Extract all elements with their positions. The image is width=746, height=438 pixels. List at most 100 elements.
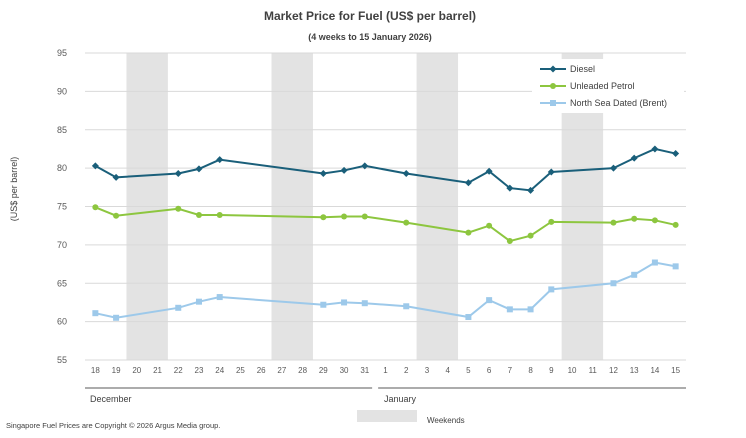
point-diesel-30 xyxy=(340,166,348,174)
point-diesel-24 xyxy=(216,156,224,164)
point-north-sea-dated-brent-6 xyxy=(486,297,493,304)
point-diesel-23 xyxy=(195,165,203,173)
point-north-sea-dated-brent-15 xyxy=(672,263,679,270)
point-diesel-22 xyxy=(174,169,182,177)
x-tick-label-8: 8 xyxy=(528,366,533,375)
point-unleaded-petrol-2 xyxy=(403,219,410,226)
x-tick-label-30: 30 xyxy=(340,366,349,375)
series-line-diesel xyxy=(94,147,676,192)
point-diesel-5 xyxy=(464,179,472,187)
chart-title: Market Price for Fuel (US$ per barrel) xyxy=(264,9,476,23)
point-unleaded-petrol-18 xyxy=(92,204,99,211)
point-diesel-15 xyxy=(672,150,680,158)
series-line-unleaded-petrol xyxy=(94,206,676,243)
x-tick-label-4: 4 xyxy=(445,366,450,375)
y-tick-label-65: 65 xyxy=(57,278,67,288)
series-lines xyxy=(91,145,680,321)
point-diesel-6 xyxy=(485,167,493,175)
point-north-sea-dated-brent-8 xyxy=(527,306,534,313)
point-diesel-9 xyxy=(547,168,555,176)
y-tick-label-55: 55 xyxy=(57,355,67,365)
point-north-sea-dated-brent-30 xyxy=(341,299,348,306)
chart-subtitle: (4 weeks to 15 January 2026) xyxy=(308,32,432,42)
x-tick-label-19: 19 xyxy=(112,366,121,375)
point-north-sea-dated-brent-14 xyxy=(651,259,658,266)
y-tick-label-80: 80 xyxy=(57,163,67,173)
y-tick-label-70: 70 xyxy=(57,240,67,250)
x-tick-label-9: 9 xyxy=(549,366,554,375)
x-tick-label-24: 24 xyxy=(215,366,224,375)
x-tick-label-28: 28 xyxy=(298,366,307,375)
point-unleaded-petrol-30 xyxy=(341,213,348,220)
x-tick-label-3: 3 xyxy=(425,366,430,375)
legend-marker-unleaded-petrol xyxy=(550,83,556,89)
point-unleaded-petrol-19 xyxy=(113,212,120,219)
point-diesel-29 xyxy=(319,169,327,177)
point-unleaded-petrol-13 xyxy=(631,215,638,222)
point-north-sea-dated-brent-2 xyxy=(403,303,410,310)
weekend-legend-swatch xyxy=(357,410,417,422)
point-diesel-8 xyxy=(527,186,535,194)
legend: Diesel Unleaded Petrol North Sea Dated (Br… xyxy=(532,60,684,112)
x-tick-label-29: 29 xyxy=(319,366,328,375)
point-diesel-18 xyxy=(91,162,99,170)
y-tick-label-95: 95 xyxy=(57,48,67,58)
y-axis-ticks: 55 60 65 70 75 80 85 90 95 xyxy=(57,48,67,365)
point-unleaded-petrol-14 xyxy=(651,217,658,224)
x-tick-label-27: 27 xyxy=(277,366,286,375)
point-north-sea-dated-brent-29 xyxy=(320,301,327,308)
point-unleaded-petrol-24 xyxy=(216,211,223,218)
point-unleaded-petrol-23 xyxy=(195,211,202,218)
y-tick-label-90: 90 xyxy=(57,86,67,96)
y-axis-label: (US$ per barrel) xyxy=(9,157,19,222)
point-north-sea-dated-brent-24 xyxy=(216,294,223,301)
x-axis-ticks: 18 19 20 21 22 23 24 25 26 27 28 29 30 31 1 2 3 4 5 6 7 8 9 10 1… xyxy=(85,366,686,389)
point-diesel-7 xyxy=(506,184,514,192)
copyright-footer: Singapore Fuel Prices are Copyright © 20… xyxy=(6,421,220,430)
legend-marker-north-sea-dated-brent xyxy=(550,100,556,106)
x-tick-label-21: 21 xyxy=(153,366,162,375)
point-unleaded-petrol-12 xyxy=(610,219,617,226)
point-north-sea-dated-brent-5 xyxy=(465,314,472,321)
point-north-sea-dated-brent-23 xyxy=(195,298,202,305)
point-unleaded-petrol-5 xyxy=(465,229,472,236)
point-north-sea-dated-brent-31 xyxy=(361,300,368,307)
point-north-sea-dated-brent-12 xyxy=(610,280,617,287)
point-diesel-31 xyxy=(361,162,369,170)
point-north-sea-dated-brent-13 xyxy=(631,271,638,278)
x-tick-label-14: 14 xyxy=(650,366,659,375)
point-unleaded-petrol-22 xyxy=(175,205,182,212)
x-tick-label-10: 10 xyxy=(568,366,577,375)
point-unleaded-petrol-15 xyxy=(672,221,679,228)
point-unleaded-petrol-6 xyxy=(486,222,493,229)
x-tick-label-31: 31 xyxy=(360,366,369,375)
point-unleaded-petrol-7 xyxy=(506,238,513,245)
point-north-sea-dated-brent-19 xyxy=(113,314,120,321)
legend-label-unleaded-petrol: Unleaded Petrol xyxy=(570,81,635,91)
x-tick-label-25: 25 xyxy=(236,366,245,375)
x-tick-label-18: 18 xyxy=(91,366,100,375)
x-tick-label-22: 22 xyxy=(174,366,183,375)
point-diesel-13 xyxy=(630,154,638,162)
x-tick-label-1: 1 xyxy=(383,366,388,375)
point-unleaded-petrol-31 xyxy=(361,213,368,220)
point-north-sea-dated-brent-18 xyxy=(92,310,99,317)
x-tick-label-5: 5 xyxy=(466,366,471,375)
y-tick-label-60: 60 xyxy=(57,317,67,327)
point-diesel-14 xyxy=(651,145,659,153)
x-tick-label-2: 2 xyxy=(404,366,409,375)
x-tick-label-26: 26 xyxy=(257,366,266,375)
x-tick-label-15: 15 xyxy=(671,366,680,375)
point-north-sea-dated-brent-9 xyxy=(548,286,555,293)
y-tick-label-85: 85 xyxy=(57,125,67,135)
legend-marker-diesel xyxy=(549,65,557,73)
point-unleaded-petrol-8 xyxy=(527,232,534,239)
weekend-band-4 xyxy=(561,113,604,360)
y-tick-label-75: 75 xyxy=(57,202,67,212)
point-north-sea-dated-brent-7 xyxy=(506,306,513,313)
point-diesel-2 xyxy=(402,169,410,177)
point-unleaded-petrol-9 xyxy=(548,218,555,225)
point-unleaded-petrol-29 xyxy=(320,214,327,221)
point-diesel-19 xyxy=(112,173,120,181)
